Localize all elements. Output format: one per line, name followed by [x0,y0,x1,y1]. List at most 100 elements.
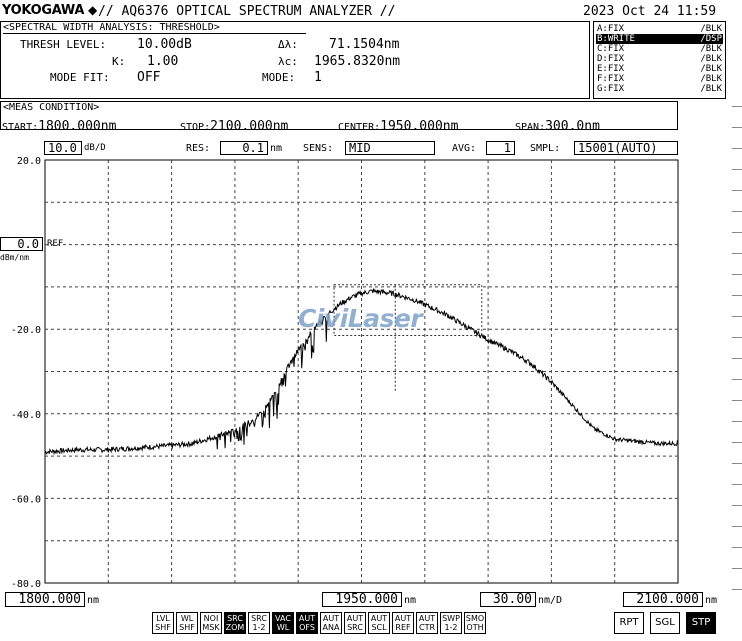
edge-tick [732,589,742,590]
softkey-line2: ZOM [225,623,245,632]
edge-tick [732,505,742,506]
mode-label: MODE: [262,71,296,84]
meas-span-value: 300.0nm [545,119,600,134]
softkey-line1: AUT [322,614,340,623]
softkey-line1: AUT [418,614,436,623]
edge-tick [732,232,742,233]
softkey-line2: CTR [418,623,436,632]
softkey-aut-scl[interactable]: AUT SCL [368,612,390,634]
meas-span: SPAN:300.0nm [515,115,600,134]
softkey-line2: OFS [299,623,315,632]
softkey-aut-ana[interactable]: AUT ANA [320,612,342,634]
center-wavelength-field[interactable]: 1950.000 [322,592,402,607]
avg-field[interactable]: 1 [486,141,515,155]
res-unit: nm [270,143,283,154]
sweep-stp-button[interactable]: STP [686,612,716,634]
trace-row[interactable]: E:FIX/BLK [596,64,723,74]
mode-fit-label: MODE FIT: [50,71,110,84]
softkey-wl-shf[interactable]: WL SHF [176,612,198,634]
softkey-smo-oth[interactable]: SMO OTH [464,612,486,634]
trace-row[interactable]: F:FIX/BLK [596,74,723,84]
analysis-heading-underline [3,33,306,34]
stop-wavelength-unit: nm [705,595,718,606]
softkey-src-1-2[interactable]: SRC 1-2 [248,612,270,634]
k-label: K: [112,55,126,68]
analysis-heading: <SPECTRAL WIDTH ANALYSIS: THRESHOLD> [3,22,220,33]
softkey-noi-msk[interactable]: NOI MSK [200,612,222,634]
softkey-line2: 1-2 [252,623,266,632]
brand-name: YOKOGAWA [2,3,85,18]
softkey-swp-1-2[interactable]: SWP 1-2 [440,612,462,634]
smpl-label: SMPL: [530,143,561,154]
softkey-aut-src[interactable]: AUT SRC [344,612,366,634]
spectrum-trace [44,287,679,456]
analysis-panel [0,21,590,99]
softkey-src-zom[interactable]: SRC ZOM [224,612,246,634]
edge-tick [732,442,742,443]
trace-state: /BLK [700,44,722,54]
edge-tick [732,358,742,359]
edge-tick [732,253,742,254]
softkey-line2: SRC [347,623,363,632]
ref-label: REF [47,239,64,249]
ref-level-field[interactable]: 0.0 [0,237,43,251]
trace-name: G:FIX [597,84,625,94]
meas-stop-label: STOP: [180,122,211,133]
res-field[interactable]: 0.1 [220,141,268,155]
trace-state: /BLK [700,64,722,74]
center-lambda-label: λc: [278,55,298,68]
start-wavelength-field[interactable]: 1800.000 [5,592,85,607]
ref-unit: dBm/nm [0,253,29,262]
softkey-aut-ctr[interactable]: AUT CTR [416,612,438,634]
trace-row[interactable]: D:FIX/BLK [596,54,723,64]
trace-state: /BLK [700,84,722,94]
softkey-line2: SHF [179,623,195,632]
trace-row[interactable]: B:WRITE/DSP [596,34,723,44]
trace-row[interactable]: A:FIX/BLK [596,24,723,34]
threshold-box [333,284,483,337]
sweep-sgl-button[interactable]: SGL [650,612,680,634]
brand-logo: YOKOGAWA ◆ [2,3,97,18]
softkey-vac-wl[interactable]: VAC WL [272,612,294,634]
trace-row[interactable]: G:FIX/BLK [596,84,723,94]
mode-value: 1 [314,70,322,85]
meas-span-label: SPAN: [515,122,546,133]
start-wavelength-unit: nm [87,595,100,606]
res-label: RES: [186,143,211,154]
stop-wavelength-field[interactable]: 2100.000 [623,592,703,607]
sweep-rpt-button[interactable]: RPT [614,612,644,634]
watermark-logo: CiviLaser [298,304,423,333]
softkey-line2: WL [276,623,290,632]
edge-tick [732,400,742,401]
meas-center-label: CENTER: [338,122,381,133]
softkey-line1: SRC [251,614,267,623]
edge-tick [732,526,742,527]
span-per-div-field[interactable]: 30.00 [480,592,536,607]
scale-field[interactable]: 10.0 [44,141,82,155]
sens-field[interactable]: MID [345,141,435,155]
softkey-aut-ref[interactable]: AUT REF [392,612,414,634]
trace-row[interactable]: C:FIX/BLK [596,44,723,54]
edge-tick [732,169,742,170]
meas-start-value: 1800.000nm [38,119,117,134]
trace-name: A:FIX [597,24,625,34]
trace-state: /BLK [700,24,722,34]
thresh-level-label: THRESH LEVEL: [20,38,107,51]
softkey-aut-ofs[interactable]: AUT OFS [296,612,318,634]
edge-tick [732,106,742,107]
trace-name: C:FIX [597,44,625,54]
softkey-lvl-shf[interactable]: LVL SHF [152,612,174,634]
center-lambda-value: 1965.8320nm [314,54,401,69]
softkey-line2: 1-2 [444,623,458,632]
meas-start-label: START: [2,122,39,133]
edge-tick [732,547,742,548]
softkey-line1: WL [180,614,194,623]
y-tick-label: -40.0 [11,410,41,421]
softkey-line2: SCL [371,623,387,632]
edge-tick [732,379,742,380]
edge-tick [732,211,742,212]
softkey-line1: AUT [370,614,388,623]
smpl-field[interactable]: 15001(AUTO) [574,141,678,155]
meas-heading: <MEAS CONDITION> [3,102,100,113]
